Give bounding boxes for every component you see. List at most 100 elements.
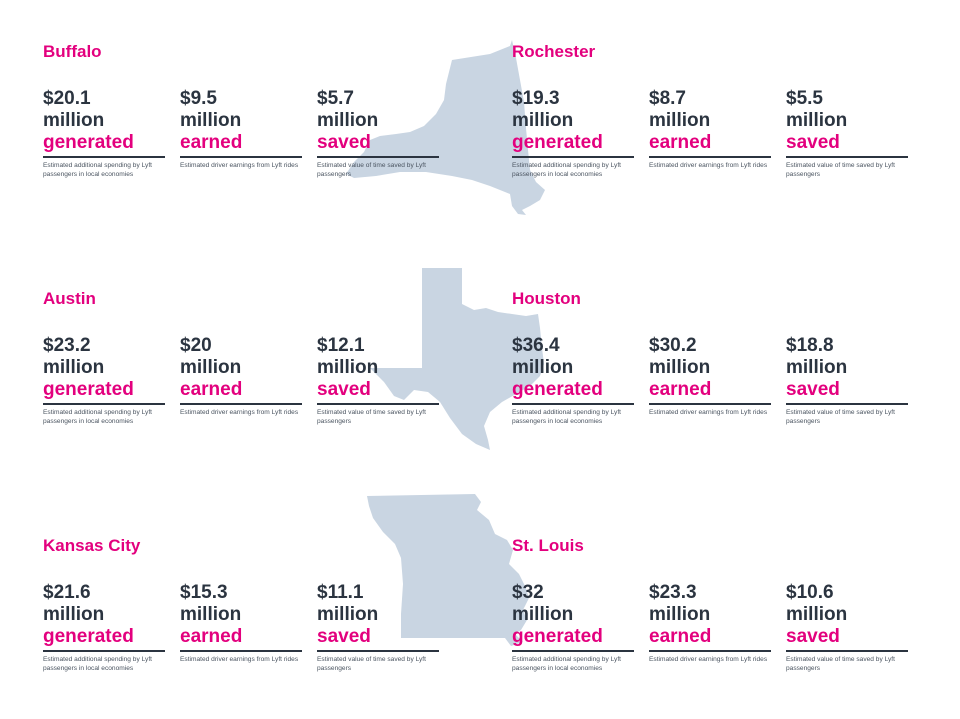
stat-amount: $12.1 (317, 335, 365, 356)
stat-verb: generated (43, 626, 134, 647)
stat-description: Estimated value of time saved by Lyft pa… (317, 409, 426, 425)
stat-unit: million (43, 357, 105, 378)
divider (512, 156, 634, 158)
stat-unit: million (786, 357, 848, 378)
stat-unit: million (317, 604, 379, 625)
stat-verb: saved (786, 379, 840, 400)
divider (512, 650, 634, 652)
stat-generated: $19.3 million generated Estimated additi… (512, 88, 634, 179)
stat-generated: $21.6 million generated Estimated additi… (43, 582, 165, 673)
stat-unit: million (649, 604, 711, 625)
stat-amount: $20 (180, 335, 212, 356)
divider (649, 156, 771, 158)
stat-generated: $23.2 million generated Estimated additi… (43, 335, 165, 426)
stat-verb: earned (180, 626, 243, 647)
divider (649, 403, 771, 405)
stat-verb: generated (512, 626, 603, 647)
stat-amount: $15.3 (180, 582, 228, 603)
stat-amount: $32 (512, 582, 544, 603)
divider (317, 156, 439, 158)
stat-description: Estimated value of time saved by Lyft pa… (786, 656, 895, 672)
stat-earned: $30.2 million earned Estimated driver ea… (649, 335, 771, 417)
stat-unit: million (649, 110, 711, 131)
stat-amount: $23.2 (43, 335, 91, 356)
stat-verb: saved (786, 132, 840, 153)
stat-unit: million (786, 604, 848, 625)
stat-verb: earned (180, 132, 243, 153)
stat-earned: $23.3 million earned Estimated driver ea… (649, 582, 771, 664)
stat-amount: $19.3 (512, 88, 560, 109)
stat-description: Estimated value of time saved by Lyft pa… (786, 409, 895, 425)
stat-verb: saved (317, 626, 371, 647)
stat-description: Estimated additional spending by Lyft pa… (512, 656, 621, 672)
stat-unit: million (512, 357, 574, 378)
city-name: Buffalo (43, 42, 102, 61)
city-name: Kansas City (43, 536, 141, 555)
stat-verb: generated (43, 132, 134, 153)
stat-generated: $20.1 million generated Estimated additi… (43, 88, 165, 179)
stat-saved: $5.7 million saved Estimated value of ti… (317, 88, 439, 179)
new-york-shape (346, 40, 545, 215)
stat-description: Estimated driver earnings from Lyft ride… (180, 409, 299, 416)
stat-amount: $21.6 (43, 582, 91, 603)
stat-unit: million (180, 604, 242, 625)
stat-description: Estimated value of time saved by Lyft pa… (317, 162, 426, 178)
divider (180, 650, 302, 652)
stat-verb: earned (649, 379, 712, 400)
stat-amount: $10.6 (786, 582, 834, 603)
stat-amount: $8.7 (649, 88, 686, 109)
stat-description: Estimated driver earnings from Lyft ride… (649, 656, 768, 663)
stat-earned: $8.7 million earned Estimated driver ear… (649, 88, 771, 170)
stat-saved: $5.5 million saved Estimated value of ti… (786, 88, 908, 179)
stat-saved: $12.1 million saved Estimated value of t… (317, 335, 439, 426)
divider (43, 650, 165, 652)
divider (43, 156, 165, 158)
divider (317, 403, 439, 405)
stat-unit: million (317, 357, 379, 378)
stat-verb: generated (512, 379, 603, 400)
stat-description: Estimated additional spending by Lyft pa… (43, 409, 152, 425)
stat-description: Estimated additional spending by Lyft pa… (512, 409, 621, 425)
stat-unit: million (512, 604, 574, 625)
stat-generated: $36.4 million generated Estimated additi… (512, 335, 634, 426)
stat-unit: million (43, 604, 105, 625)
stat-amount: $36.4 (512, 335, 560, 356)
divider (512, 403, 634, 405)
stat-saved: $11.1 million saved Estimated value of t… (317, 582, 439, 673)
stat-description: Estimated driver earnings from Lyft ride… (649, 162, 768, 169)
texas-shape (370, 268, 544, 450)
stat-description: Estimated driver earnings from Lyft ride… (180, 162, 299, 169)
stat-amount: $18.8 (786, 335, 834, 356)
divider (43, 403, 165, 405)
stat-verb: saved (317, 132, 371, 153)
stat-verb: earned (649, 626, 712, 647)
stat-description: Estimated driver earnings from Lyft ride… (649, 409, 768, 416)
stat-verb: earned (180, 379, 243, 400)
stat-description: Estimated driver earnings from Lyft ride… (180, 656, 299, 663)
divider (786, 650, 908, 652)
stat-verb: generated (43, 379, 134, 400)
city-name: Austin (43, 289, 96, 308)
stat-amount: $5.5 (786, 88, 823, 109)
stat-verb: saved (317, 379, 371, 400)
stat-earned: $20 million earned Estimated driver earn… (180, 335, 302, 417)
stat-description: Estimated value of time saved by Lyft pa… (317, 656, 426, 672)
stat-earned: $9.5 million earned Estimated driver ear… (180, 88, 302, 170)
stat-earned: $15.3 million earned Estimated driver ea… (180, 582, 302, 664)
city-name: Rochester (512, 42, 596, 61)
divider (317, 650, 439, 652)
stat-unit: million (512, 110, 574, 131)
stat-unit: million (649, 357, 711, 378)
divider (180, 156, 302, 158)
stat-description: Estimated additional spending by Lyft pa… (512, 162, 621, 178)
stat-unit: million (180, 110, 242, 131)
stat-unit: million (180, 357, 242, 378)
stat-unit: million (786, 110, 848, 131)
stat-saved: $10.6 million saved Estimated value of t… (786, 582, 908, 673)
stat-saved: $18.8 million saved Estimated value of t… (786, 335, 908, 426)
stat-generated: $32 million generated Estimated addition… (512, 582, 634, 673)
divider (786, 403, 908, 405)
divider (180, 403, 302, 405)
stat-amount: $11.1 (317, 582, 364, 603)
stat-amount: $9.5 (180, 88, 217, 109)
